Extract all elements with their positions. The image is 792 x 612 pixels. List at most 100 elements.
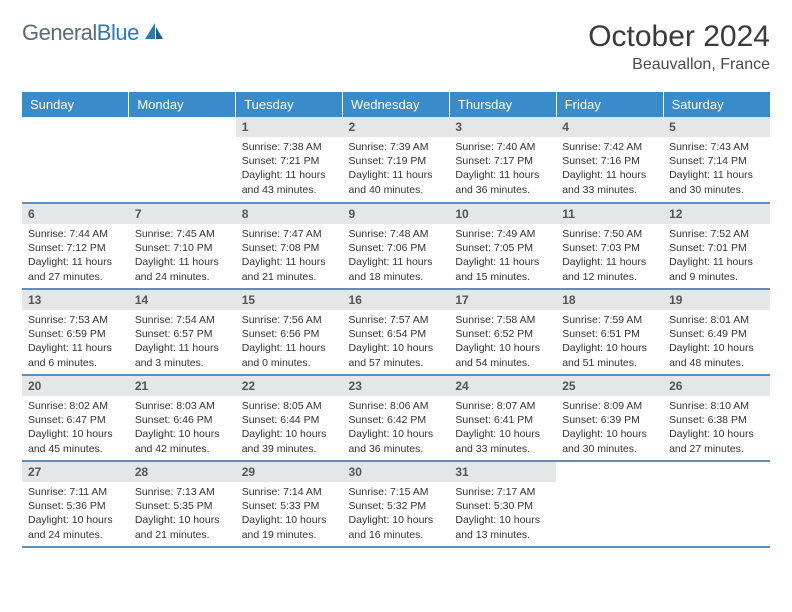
calendar-cell: 3Sunrise: 7:40 AMSunset: 7:17 PMDaylight…	[449, 117, 556, 203]
day-details: Sunrise: 7:13 AMSunset: 5:35 PMDaylight:…	[129, 482, 236, 546]
day-details: Sunrise: 8:10 AMSunset: 6:38 PMDaylight:…	[663, 396, 770, 460]
calendar-cell: 23Sunrise: 8:06 AMSunset: 6:42 PMDayligh…	[343, 375, 450, 461]
day-details: Sunrise: 8:05 AMSunset: 6:44 PMDaylight:…	[236, 396, 343, 460]
weekday-header: Wednesday	[343, 92, 450, 117]
day-number: 1	[236, 117, 343, 137]
day-number: 3	[449, 117, 556, 137]
calendar-cell	[556, 461, 663, 547]
day-number: 15	[236, 290, 343, 310]
weekday-header: Thursday	[449, 92, 556, 117]
day-details: Sunrise: 7:38 AMSunset: 7:21 PMDaylight:…	[236, 137, 343, 201]
weekday-header: Friday	[556, 92, 663, 117]
weekday-header: Saturday	[663, 92, 770, 117]
day-details: Sunrise: 7:50 AMSunset: 7:03 PMDaylight:…	[556, 224, 663, 288]
day-number: 18	[556, 290, 663, 310]
day-details: Sunrise: 7:43 AMSunset: 7:14 PMDaylight:…	[663, 137, 770, 201]
day-number: 23	[343, 376, 450, 396]
day-number: 10	[449, 204, 556, 224]
day-number: 8	[236, 204, 343, 224]
day-number: 2	[343, 117, 450, 137]
calendar-cell: 13Sunrise: 7:53 AMSunset: 6:59 PMDayligh…	[22, 289, 129, 375]
header: GeneralBlue October 2024 Beauvallon, Fra…	[22, 20, 770, 74]
calendar-cell	[663, 461, 770, 547]
calendar-week-row: 13Sunrise: 7:53 AMSunset: 6:59 PMDayligh…	[22, 289, 770, 375]
calendar-cell	[129, 117, 236, 203]
day-number: 9	[343, 204, 450, 224]
weekday-header: Sunday	[22, 92, 129, 117]
calendar-cell: 27Sunrise: 7:11 AMSunset: 5:36 PMDayligh…	[22, 461, 129, 547]
day-details: Sunrise: 7:39 AMSunset: 7:19 PMDaylight:…	[343, 137, 450, 201]
calendar-cell: 31Sunrise: 7:17 AMSunset: 5:30 PMDayligh…	[449, 461, 556, 547]
day-details: Sunrise: 7:11 AMSunset: 5:36 PMDaylight:…	[22, 482, 129, 546]
calendar-cell: 10Sunrise: 7:49 AMSunset: 7:05 PMDayligh…	[449, 203, 556, 289]
sail-icon	[143, 21, 165, 46]
weekday-header: Tuesday	[236, 92, 343, 117]
day-number: 30	[343, 462, 450, 482]
day-number: 14	[129, 290, 236, 310]
day-details: Sunrise: 8:03 AMSunset: 6:46 PMDaylight:…	[129, 396, 236, 460]
logo-text: GeneralBlue	[22, 20, 139, 46]
calendar-cell: 8Sunrise: 7:47 AMSunset: 7:08 PMDaylight…	[236, 203, 343, 289]
calendar-cell: 26Sunrise: 8:10 AMSunset: 6:38 PMDayligh…	[663, 375, 770, 461]
day-details: Sunrise: 7:14 AMSunset: 5:33 PMDaylight:…	[236, 482, 343, 546]
day-number: 7	[129, 204, 236, 224]
calendar-cell: 14Sunrise: 7:54 AMSunset: 6:57 PMDayligh…	[129, 289, 236, 375]
calendar-week-row: 1Sunrise: 7:38 AMSunset: 7:21 PMDaylight…	[22, 117, 770, 203]
calendar-cell: 7Sunrise: 7:45 AMSunset: 7:10 PMDaylight…	[129, 203, 236, 289]
logo-text-blue: Blue	[97, 20, 139, 45]
day-number: 24	[449, 376, 556, 396]
day-number: 28	[129, 462, 236, 482]
day-details: Sunrise: 7:45 AMSunset: 7:10 PMDaylight:…	[129, 224, 236, 288]
calendar-table: SundayMondayTuesdayWednesdayThursdayFrid…	[22, 92, 770, 548]
logo: GeneralBlue	[22, 20, 165, 46]
title-block: October 2024 Beauvallon, France	[588, 20, 770, 74]
calendar-cell: 6Sunrise: 7:44 AMSunset: 7:12 PMDaylight…	[22, 203, 129, 289]
day-number: 13	[22, 290, 129, 310]
calendar-cell: 28Sunrise: 7:13 AMSunset: 5:35 PMDayligh…	[129, 461, 236, 547]
calendar-cell: 20Sunrise: 8:02 AMSunset: 6:47 PMDayligh…	[22, 375, 129, 461]
calendar-cell: 18Sunrise: 7:59 AMSunset: 6:51 PMDayligh…	[556, 289, 663, 375]
day-details: Sunrise: 7:17 AMSunset: 5:30 PMDaylight:…	[449, 482, 556, 546]
calendar-cell: 24Sunrise: 8:07 AMSunset: 6:41 PMDayligh…	[449, 375, 556, 461]
calendar-cell: 22Sunrise: 8:05 AMSunset: 6:44 PMDayligh…	[236, 375, 343, 461]
calendar-cell: 5Sunrise: 7:43 AMSunset: 7:14 PMDaylight…	[663, 117, 770, 203]
day-number: 26	[663, 376, 770, 396]
day-details: Sunrise: 8:09 AMSunset: 6:39 PMDaylight:…	[556, 396, 663, 460]
month-title: October 2024	[588, 20, 770, 54]
day-details: Sunrise: 8:06 AMSunset: 6:42 PMDaylight:…	[343, 396, 450, 460]
calendar-week-row: 20Sunrise: 8:02 AMSunset: 6:47 PMDayligh…	[22, 375, 770, 461]
calendar-cell: 4Sunrise: 7:42 AMSunset: 7:16 PMDaylight…	[556, 117, 663, 203]
logo-text-gray: General	[22, 20, 97, 45]
day-number: 21	[129, 376, 236, 396]
day-details: Sunrise: 7:15 AMSunset: 5:32 PMDaylight:…	[343, 482, 450, 546]
day-details: Sunrise: 7:40 AMSunset: 7:17 PMDaylight:…	[449, 137, 556, 201]
day-details: Sunrise: 7:52 AMSunset: 7:01 PMDaylight:…	[663, 224, 770, 288]
day-details: Sunrise: 7:49 AMSunset: 7:05 PMDaylight:…	[449, 224, 556, 288]
calendar-cell: 19Sunrise: 8:01 AMSunset: 6:49 PMDayligh…	[663, 289, 770, 375]
day-number: 6	[22, 204, 129, 224]
calendar-cell: 12Sunrise: 7:52 AMSunset: 7:01 PMDayligh…	[663, 203, 770, 289]
day-number: 22	[236, 376, 343, 396]
calendar-cell	[22, 117, 129, 203]
day-details: Sunrise: 7:42 AMSunset: 7:16 PMDaylight:…	[556, 137, 663, 201]
day-details: Sunrise: 7:54 AMSunset: 6:57 PMDaylight:…	[129, 310, 236, 374]
day-details: Sunrise: 7:57 AMSunset: 6:54 PMDaylight:…	[343, 310, 450, 374]
day-number: 12	[663, 204, 770, 224]
calendar-cell: 17Sunrise: 7:58 AMSunset: 6:52 PMDayligh…	[449, 289, 556, 375]
day-number: 5	[663, 117, 770, 137]
calendar-week-row: 27Sunrise: 7:11 AMSunset: 5:36 PMDayligh…	[22, 461, 770, 547]
calendar-header-row: SundayMondayTuesdayWednesdayThursdayFrid…	[22, 92, 770, 117]
calendar-cell: 29Sunrise: 7:14 AMSunset: 5:33 PMDayligh…	[236, 461, 343, 547]
calendar-cell: 16Sunrise: 7:57 AMSunset: 6:54 PMDayligh…	[343, 289, 450, 375]
day-number: 11	[556, 204, 663, 224]
day-details: Sunrise: 7:53 AMSunset: 6:59 PMDaylight:…	[22, 310, 129, 374]
calendar-cell: 2Sunrise: 7:39 AMSunset: 7:19 PMDaylight…	[343, 117, 450, 203]
calendar-cell: 9Sunrise: 7:48 AMSunset: 7:06 PMDaylight…	[343, 203, 450, 289]
day-number: 25	[556, 376, 663, 396]
day-number: 19	[663, 290, 770, 310]
day-details: Sunrise: 7:47 AMSunset: 7:08 PMDaylight:…	[236, 224, 343, 288]
day-details: Sunrise: 7:58 AMSunset: 6:52 PMDaylight:…	[449, 310, 556, 374]
calendar-cell: 11Sunrise: 7:50 AMSunset: 7:03 PMDayligh…	[556, 203, 663, 289]
location: Beauvallon, France	[588, 56, 770, 74]
day-details: Sunrise: 7:59 AMSunset: 6:51 PMDaylight:…	[556, 310, 663, 374]
